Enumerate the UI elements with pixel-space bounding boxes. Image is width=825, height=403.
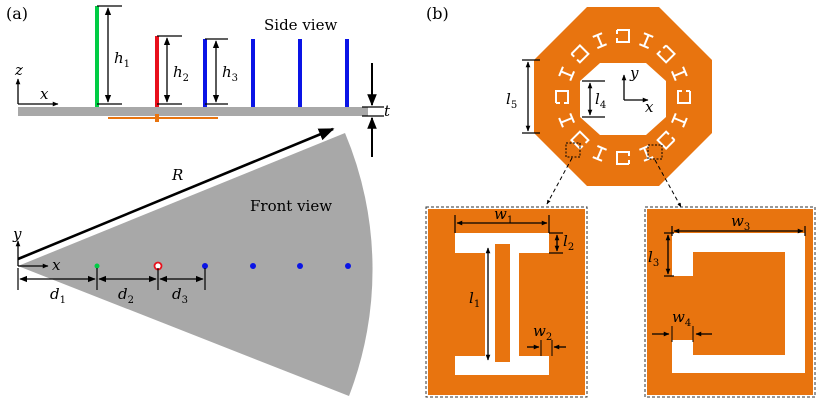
ring-square-cell	[616, 151, 630, 165]
sector	[18, 133, 373, 396]
ring-i-cell	[671, 113, 688, 128]
t-label: t	[384, 102, 391, 120]
panel-a-label: (a)	[6, 4, 28, 23]
ring-i-cell	[592, 145, 607, 162]
w4-label: w4	[672, 308, 691, 329]
l5-label: l5	[506, 90, 517, 111]
side-z-label: z	[14, 61, 23, 79]
l2-label: l2	[563, 232, 574, 253]
ring-cells	[555, 29, 691, 165]
zoom-i-cell: w1 l2 l1 w2	[425, 205, 588, 398]
ring-square-cell	[656, 130, 676, 150]
side-view-title: Side view	[264, 16, 337, 34]
d1-label: d1	[50, 285, 66, 306]
ring-square-cell	[555, 90, 569, 104]
h3-label: h3	[222, 63, 238, 84]
ring-square-cell	[656, 44, 676, 64]
w2-label: w2	[533, 322, 552, 343]
ring-square-cell	[616, 29, 630, 43]
octagon-y-label: y	[629, 64, 639, 82]
highlight-i-cell	[565, 142, 581, 158]
side-x-label: x	[40, 85, 49, 103]
ring-square-cell	[677, 90, 691, 104]
front-x-label: x	[52, 256, 61, 274]
dot-blue-2	[250, 263, 256, 269]
front-view: R Front view y x d1 d2 d3	[12, 127, 373, 396]
ground-plate	[18, 107, 368, 116]
leader-left	[546, 157, 573, 205]
dot-blue-4	[345, 263, 351, 269]
d3-label: d3	[172, 285, 188, 306]
orange-feed	[155, 114, 159, 122]
dot-green	[94, 263, 100, 269]
side-view: h1 h2 h3 t z x Side view	[14, 5, 391, 157]
front-y-label: y	[12, 225, 22, 243]
ring-square-cell	[570, 44, 590, 64]
i-center-strip	[495, 244, 510, 362]
leader-right	[654, 159, 682, 208]
ring-i-cell	[671, 66, 688, 81]
l3-label: l3	[648, 248, 659, 269]
d2-label: d2	[118, 285, 134, 306]
front-view-title: Front view	[250, 197, 332, 215]
w1-label: w1	[494, 205, 513, 226]
highlight-square-cell	[647, 144, 663, 160]
w3-label: w3	[731, 212, 750, 233]
ring-i-cell	[639, 32, 654, 49]
octagon-x-label: x	[645, 98, 654, 116]
R-arrow	[17, 127, 335, 261]
octagon-metasurface: y x l4 l5	[506, 7, 712, 208]
zoom-square-cell: w3 l3 w4	[644, 206, 816, 398]
l1-label: l1	[469, 289, 480, 310]
ring-i-cell	[592, 32, 607, 49]
l4-label: l4	[595, 90, 606, 111]
h2-label: h2	[173, 63, 189, 84]
dot-blue-1	[202, 263, 208, 269]
ring-i-cell	[558, 113, 575, 128]
h1-label: h1	[114, 49, 130, 70]
dot-blue-3	[297, 263, 303, 269]
panel-b-label: (b)	[426, 4, 449, 23]
square-ring-slot	[672, 233, 805, 373]
R-label: R	[171, 166, 183, 184]
ring-i-cell	[558, 66, 575, 81]
